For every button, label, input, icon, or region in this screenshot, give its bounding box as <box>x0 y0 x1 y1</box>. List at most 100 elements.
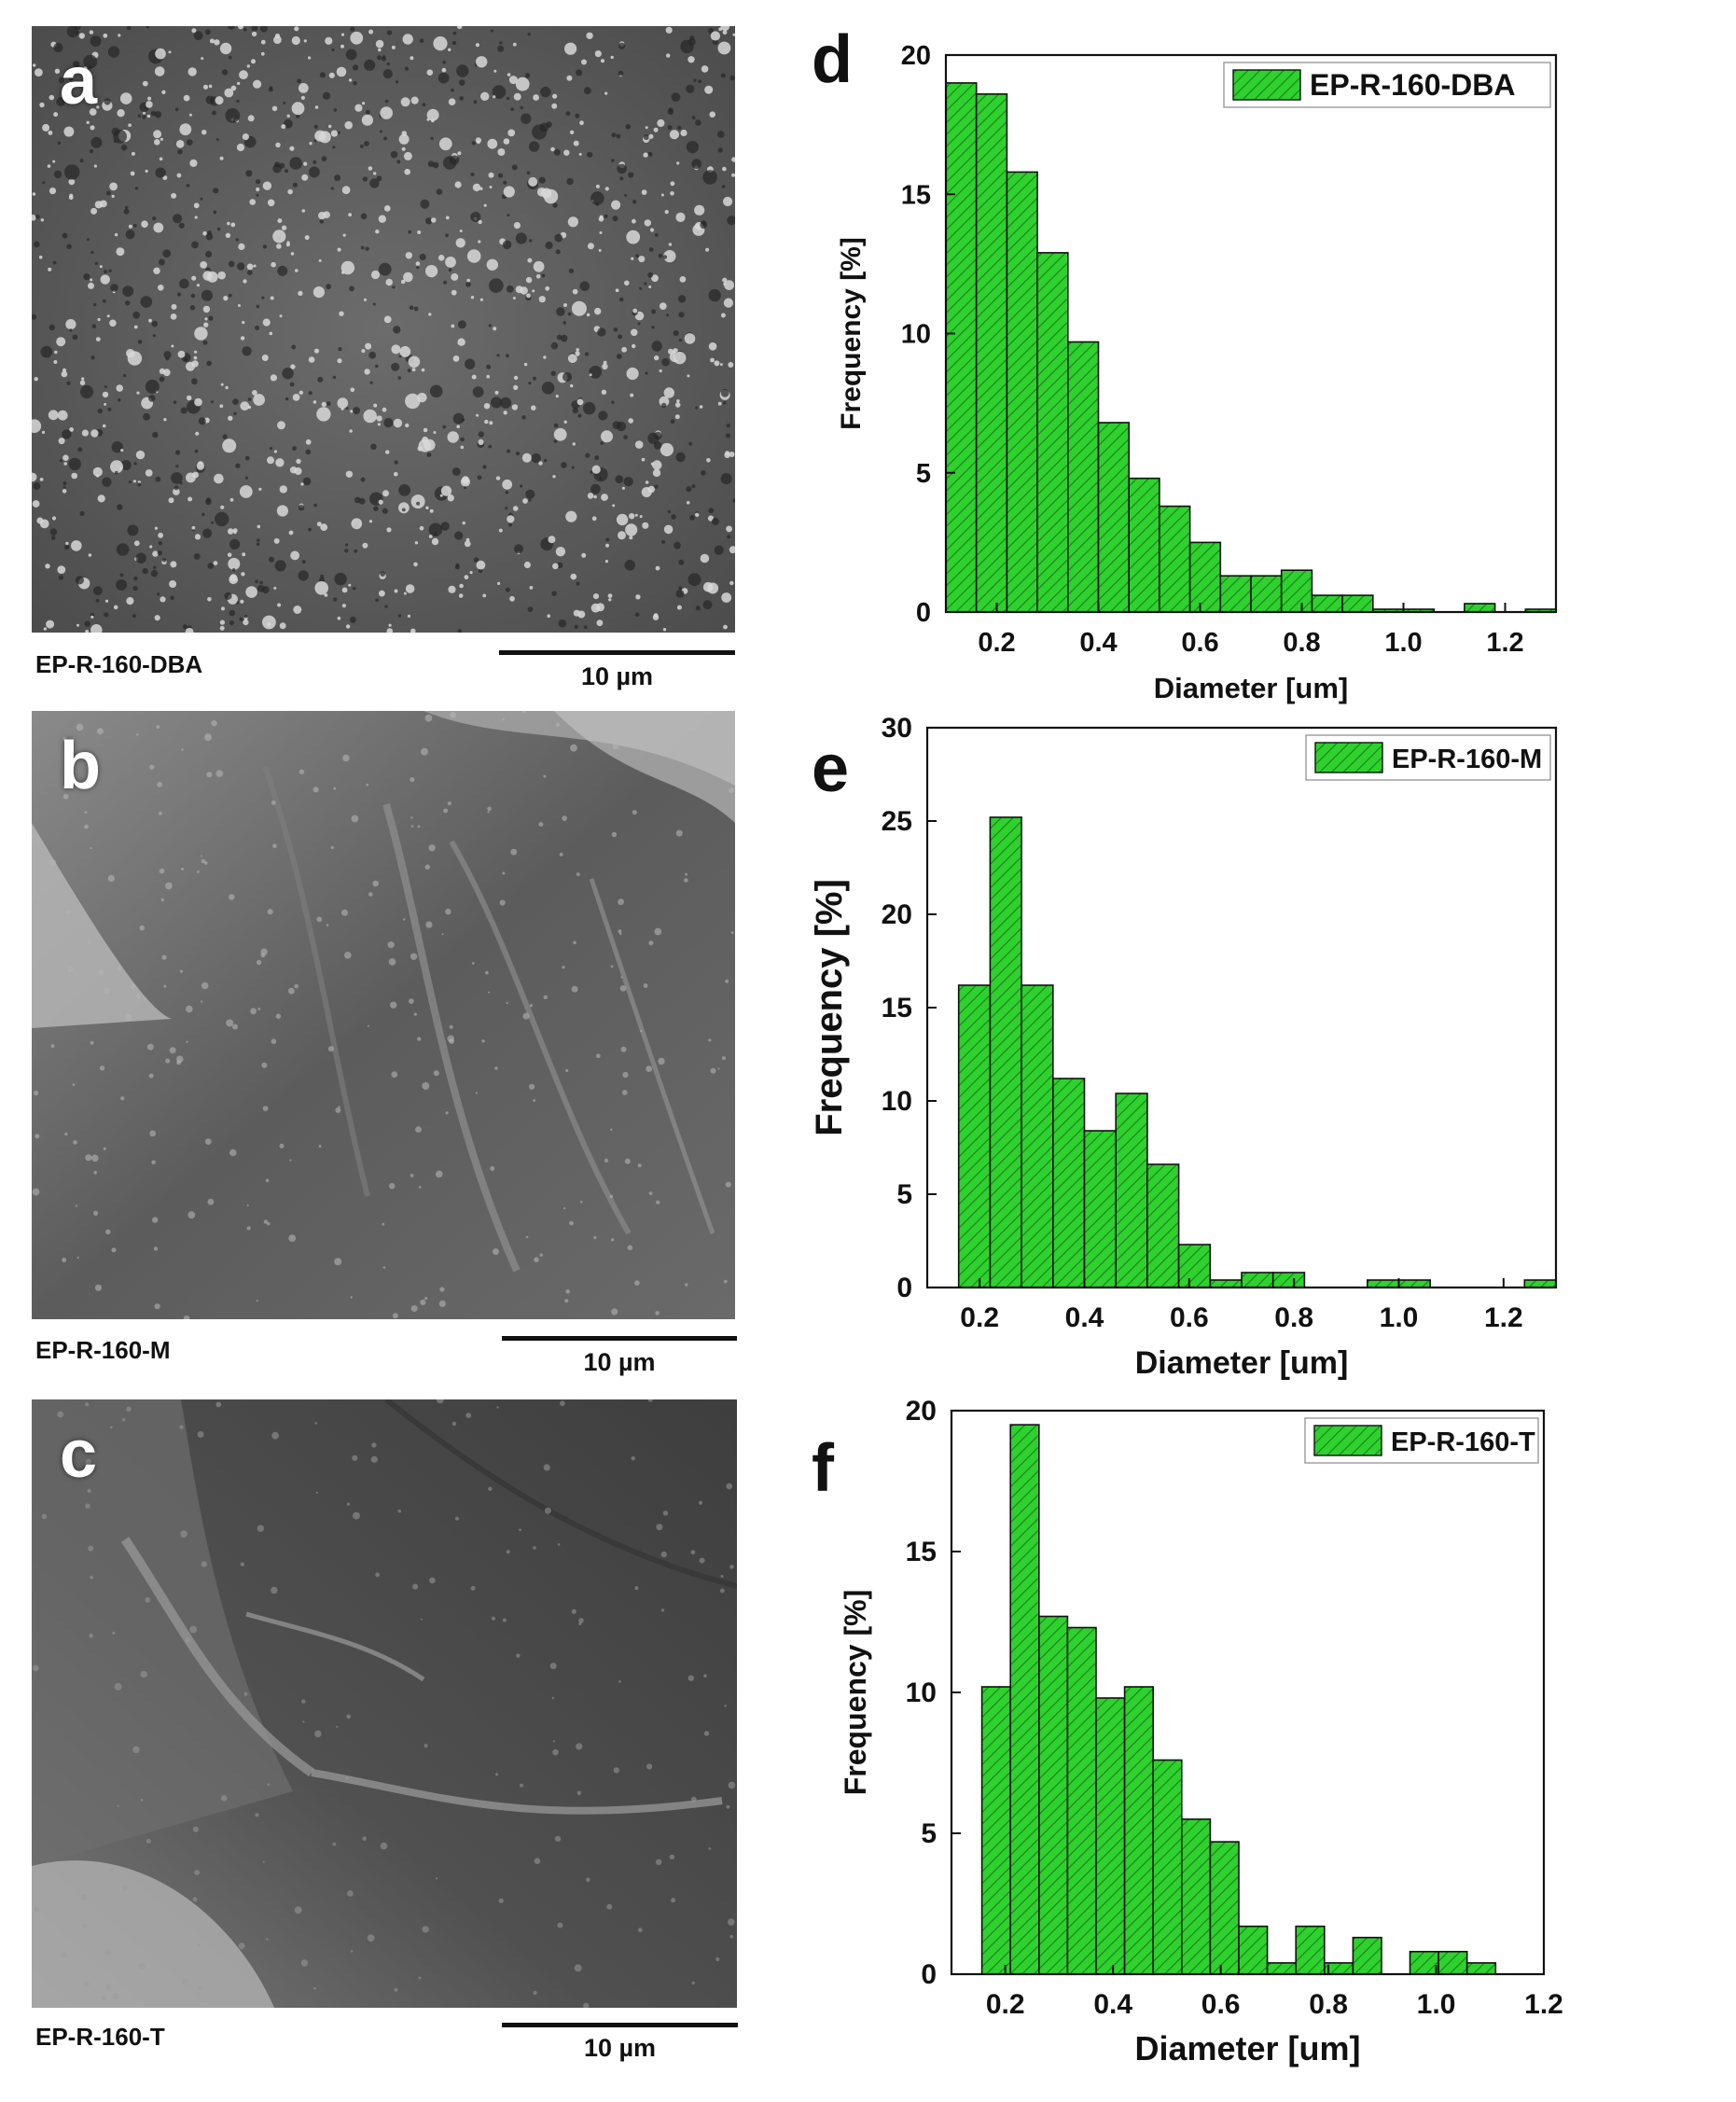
sem-particle <box>397 376 402 380</box>
sem-particle <box>429 1577 436 1584</box>
sem-particle <box>279 1143 285 1148</box>
x-tick-label: 0.8 <box>1283 628 1320 658</box>
sem-particle <box>492 85 507 99</box>
sem-particle <box>457 629 462 633</box>
sem-particle <box>729 1934 733 1939</box>
sem-particle <box>495 476 501 480</box>
sem-particle <box>645 480 649 484</box>
sem-particle <box>520 1783 524 1788</box>
sem-particle <box>497 581 501 586</box>
x-tick-label: 0.4 <box>1079 628 1117 658</box>
sem-particle <box>71 540 82 551</box>
sem-particle <box>68 457 81 471</box>
sem-particle <box>493 95 496 99</box>
sem-particle <box>120 449 124 452</box>
sem-particle <box>68 76 74 81</box>
sem-particle <box>181 868 185 870</box>
sem-particle <box>658 253 663 258</box>
sem-particle <box>413 562 418 567</box>
sem-particle <box>104 270 108 274</box>
sem-particle <box>168 50 172 54</box>
sem-particle <box>637 322 641 326</box>
sem-particle <box>339 311 344 316</box>
sem-particle <box>630 393 634 397</box>
sem-particle <box>57 410 68 421</box>
sem-particle <box>617 163 627 174</box>
sem-particle <box>590 470 593 474</box>
sem-particle <box>281 124 286 130</box>
sem-particle <box>70 1442 75 1447</box>
sem-particle <box>651 326 655 329</box>
sem-particle <box>341 909 348 916</box>
sem-particle <box>102 424 106 428</box>
sem-particle <box>516 1653 521 1658</box>
sem-particle <box>587 151 593 158</box>
sem-particle <box>39 102 45 108</box>
sem-particle <box>152 334 156 338</box>
sem-particle <box>602 363 608 370</box>
sem-particle <box>427 160 435 167</box>
sem-particle <box>39 478 44 481</box>
sem-micrograph-b <box>32 711 735 1319</box>
sem-particle <box>626 230 641 244</box>
sem-particle <box>436 1399 444 1404</box>
sem-particle <box>32 833 35 839</box>
sem-particle <box>50 1044 55 1048</box>
sem-particle <box>456 26 463 30</box>
sem-particle <box>145 379 160 394</box>
sem-particle <box>110 284 118 292</box>
sem-particle <box>577 413 582 418</box>
sem-particle <box>502 1618 507 1622</box>
sem-particle <box>375 1572 380 1578</box>
sem-particle <box>186 395 192 401</box>
sem-particle <box>338 131 340 134</box>
sem-particle <box>390 150 398 159</box>
sem-particle <box>148 1073 154 1079</box>
sem-particle <box>533 1546 536 1550</box>
sem-particle <box>607 593 613 598</box>
sem-particle <box>720 473 732 485</box>
sem-particle <box>171 472 183 484</box>
sem-particle <box>240 599 244 604</box>
sem-particle <box>632 343 636 349</box>
sem-particle <box>62 489 67 494</box>
sem-particle <box>32 419 42 433</box>
sem-particle <box>592 593 600 600</box>
sem-particle <box>558 619 567 628</box>
legend-label: EP-R-160-DBA <box>1310 68 1515 102</box>
sem-particle <box>88 940 90 943</box>
sem-particle <box>201 981 209 990</box>
sem-particle <box>256 1300 258 1302</box>
sem-particle <box>140 296 153 308</box>
sem-particle <box>49 94 55 101</box>
sem-particle <box>420 199 430 209</box>
sem-particle <box>365 109 370 115</box>
sem-particle <box>433 1070 439 1077</box>
sem-particle <box>657 118 665 128</box>
sem-particle <box>403 271 413 283</box>
sem-particle <box>32 500 40 508</box>
sem-particle <box>648 1191 653 1195</box>
sem-particle <box>294 1906 302 1914</box>
sem-particle <box>587 243 594 250</box>
sem-particle <box>708 27 715 35</box>
x-tick-label: 0.4 <box>1093 1989 1132 2020</box>
sem-particle <box>410 494 425 509</box>
sem-particle <box>580 1201 583 1204</box>
sem-particle <box>410 816 413 819</box>
sem-particle <box>187 67 197 77</box>
x-axis-title: Diameter [um] <box>1135 1345 1349 1381</box>
sem-particle <box>370 1455 378 1463</box>
sem-particle <box>426 108 439 121</box>
x-tick-label: 0.6 <box>1201 1989 1241 2020</box>
sem-particle <box>478 240 481 244</box>
sem-particle <box>720 313 726 318</box>
sem-particle <box>84 824 89 829</box>
sem-particle <box>670 419 675 425</box>
sem-particle <box>96 474 100 478</box>
sem-particle <box>229 293 232 298</box>
sem-particle <box>483 403 491 410</box>
sem-particle <box>65 319 76 330</box>
sem-particle <box>79 380 86 385</box>
sem-particle <box>149 1130 157 1137</box>
